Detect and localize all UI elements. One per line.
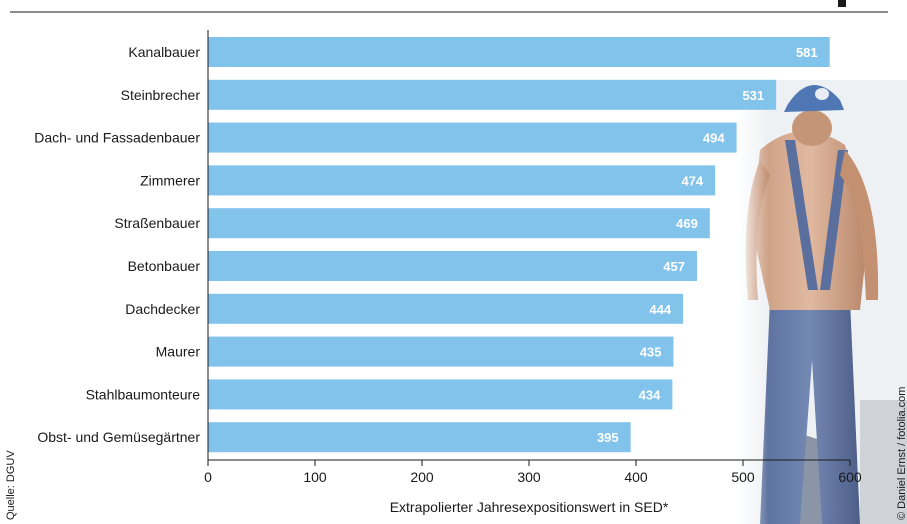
value-label: 474 [681, 173, 703, 188]
x-tick-label: 300 [517, 469, 541, 485]
x-axis: 0 100 200 300 400 500 600 [204, 30, 862, 485]
x-tick-label: 100 [303, 469, 327, 485]
x-tick-label: 200 [410, 469, 434, 485]
category-label: Obst- und Gemüsegärtner [37, 429, 200, 445]
photo-credit: © Daniel Ernst / fotolia.com [896, 387, 907, 520]
category-label: Steinbrecher [121, 87, 201, 103]
worker-photo [738, 80, 907, 524]
x-tick-label: 600 [838, 469, 862, 485]
bar-6 [208, 293, 684, 324]
bar-7 [208, 336, 674, 367]
category-label: Kanalbauer [128, 44, 200, 60]
bar-4 [208, 208, 710, 239]
bar-8 [208, 379, 673, 410]
bar-0 [208, 37, 830, 67]
value-label: 457 [663, 259, 685, 274]
bar-2 [208, 122, 737, 153]
bar-3 [208, 165, 716, 196]
x-tick-label: 500 [731, 469, 755, 485]
bar-1 [208, 79, 777, 110]
value-label: 395 [597, 430, 619, 445]
x-tick-label: 400 [624, 469, 648, 485]
value-label: 469 [676, 216, 698, 231]
category-label: Dach- und Fassadenbauer [34, 130, 200, 146]
source-note: Quelle: DGUV [5, 450, 17, 520]
category-label: Dachdecker [125, 301, 200, 317]
category-label: Zimmerer [140, 172, 200, 188]
value-label: 494 [703, 131, 725, 146]
category-label: Betonbauer [128, 258, 201, 274]
value-label: 444 [649, 302, 671, 317]
bar-9 [208, 422, 631, 453]
bars-layer: Kanalbauer 581 Steinbrecher 531 Dach- und Fa… [34, 37, 830, 453]
x-axis-title: Extrapolierter Jahresexpositionswert in … [390, 499, 669, 515]
title-fragment [838, 0, 846, 7]
value-label: 434 [639, 387, 661, 402]
bar-5 [208, 251, 697, 281]
value-label: 531 [742, 88, 764, 103]
category-label: Stahlbaumonteure [86, 386, 201, 402]
x-tick-label: 0 [204, 469, 212, 485]
category-label: Straßenbauer [114, 215, 200, 231]
value-label: 435 [640, 345, 662, 360]
category-label: Maurer [156, 344, 201, 360]
value-label: 581 [796, 45, 818, 60]
